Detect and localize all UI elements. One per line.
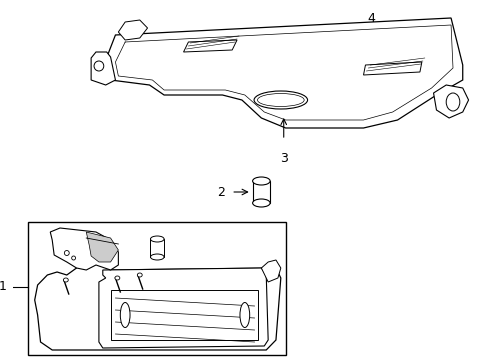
- Ellipse shape: [94, 61, 103, 71]
- Polygon shape: [183, 40, 237, 52]
- Polygon shape: [433, 85, 468, 118]
- Ellipse shape: [257, 94, 304, 107]
- Bar: [150, 239, 164, 257]
- Ellipse shape: [240, 302, 249, 328]
- Polygon shape: [91, 52, 115, 85]
- Ellipse shape: [64, 251, 69, 256]
- Ellipse shape: [252, 177, 269, 185]
- Text: 3: 3: [279, 152, 287, 165]
- Polygon shape: [50, 228, 118, 270]
- Polygon shape: [261, 260, 280, 282]
- Polygon shape: [110, 290, 258, 340]
- Ellipse shape: [115, 276, 120, 280]
- Polygon shape: [86, 232, 118, 262]
- Bar: [28, 222, 285, 355]
- Polygon shape: [99, 268, 267, 348]
- Polygon shape: [363, 62, 421, 75]
- Ellipse shape: [72, 256, 76, 260]
- Ellipse shape: [445, 93, 459, 111]
- Ellipse shape: [63, 278, 68, 282]
- Bar: [252, 181, 269, 203]
- Ellipse shape: [150, 254, 164, 260]
- Text: 1: 1: [0, 280, 6, 293]
- Text: 4: 4: [366, 12, 374, 25]
- Ellipse shape: [120, 302, 130, 328]
- Ellipse shape: [137, 273, 142, 277]
- Polygon shape: [105, 18, 462, 128]
- Ellipse shape: [252, 199, 269, 207]
- Polygon shape: [35, 258, 280, 350]
- Text: 2: 2: [217, 185, 225, 198]
- Ellipse shape: [150, 236, 164, 242]
- Ellipse shape: [254, 91, 307, 109]
- Polygon shape: [118, 20, 147, 40]
